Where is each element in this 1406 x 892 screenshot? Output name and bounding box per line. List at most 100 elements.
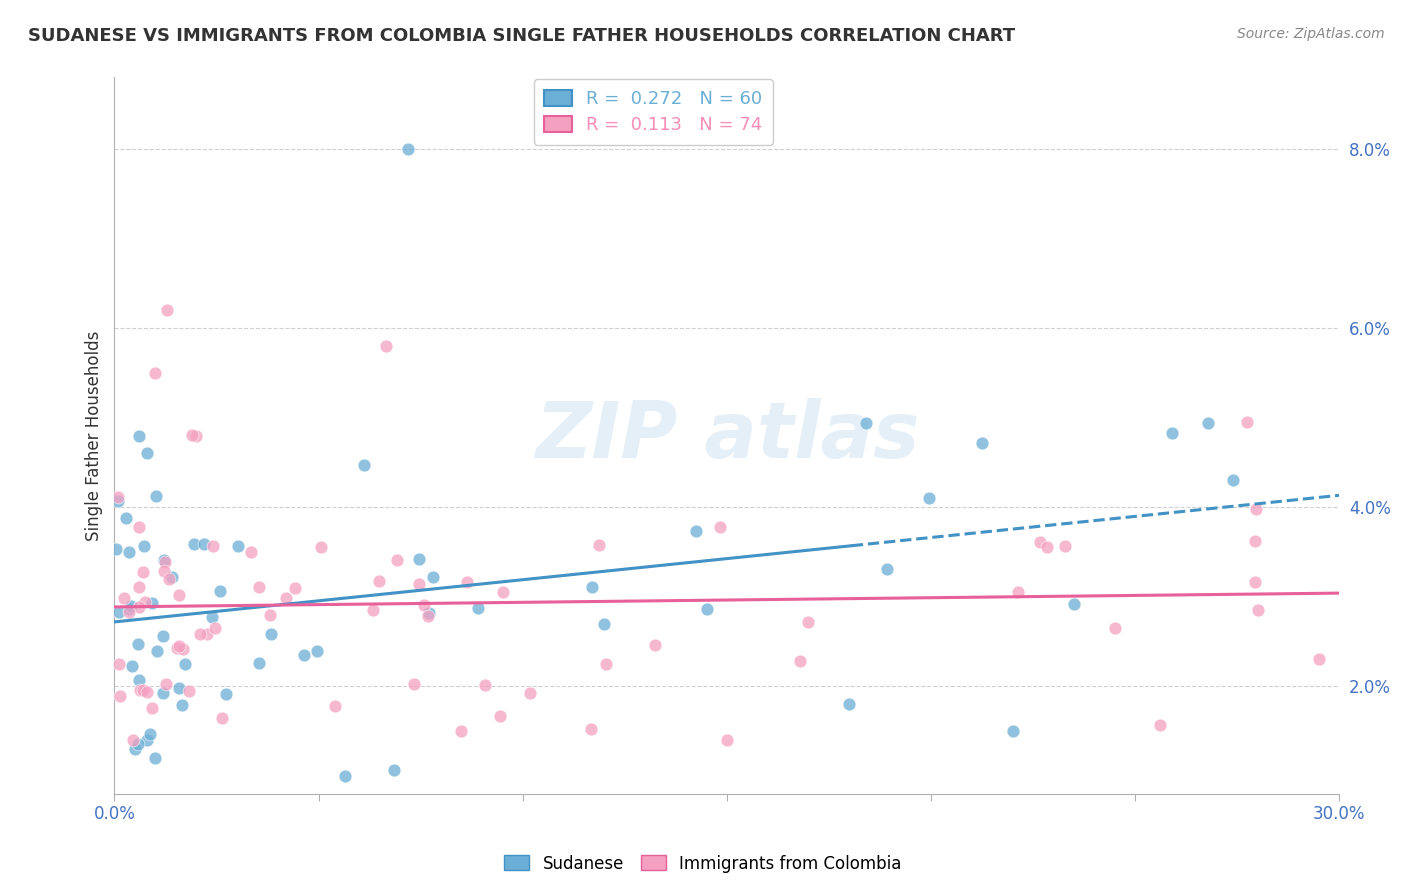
Point xyxy=(855,416,877,430)
Point xyxy=(644,638,666,652)
Point xyxy=(120,599,142,614)
Point xyxy=(153,553,176,567)
Point xyxy=(188,627,211,641)
Point xyxy=(128,673,150,687)
Point xyxy=(685,524,707,538)
Point xyxy=(208,584,231,599)
Point xyxy=(184,428,207,442)
Point xyxy=(696,602,718,616)
Point xyxy=(249,657,271,671)
Point xyxy=(581,722,603,736)
Point xyxy=(152,629,174,643)
Point xyxy=(156,303,179,318)
Point xyxy=(107,493,129,508)
Point xyxy=(183,537,205,551)
Point xyxy=(1244,533,1267,548)
Point xyxy=(129,683,152,698)
Point xyxy=(1028,534,1050,549)
Point xyxy=(492,584,515,599)
Point xyxy=(201,539,224,553)
Point xyxy=(134,595,156,609)
Point xyxy=(112,591,135,606)
Point xyxy=(309,540,332,554)
Legend: Sudanese, Immigrants from Colombia: Sudanese, Immigrants from Colombia xyxy=(498,848,908,880)
Point xyxy=(166,640,188,655)
Point xyxy=(488,709,510,723)
Point xyxy=(413,598,436,612)
Point xyxy=(127,738,149,752)
Point xyxy=(581,580,603,594)
Point xyxy=(474,678,496,692)
Point xyxy=(160,569,183,583)
Point xyxy=(132,566,155,580)
Point xyxy=(122,733,145,747)
Text: Source: ZipAtlas.com: Source: ZipAtlas.com xyxy=(1237,27,1385,41)
Point xyxy=(128,600,150,615)
Point xyxy=(292,648,315,662)
Point xyxy=(1149,718,1171,732)
Point xyxy=(375,339,398,353)
Point xyxy=(107,490,129,504)
Point xyxy=(970,436,993,450)
Point xyxy=(211,710,233,724)
Point xyxy=(467,601,489,615)
Point xyxy=(114,511,136,525)
Point xyxy=(1246,502,1268,516)
Point xyxy=(157,572,180,586)
Point xyxy=(1001,724,1024,739)
Point xyxy=(1308,652,1330,666)
Point xyxy=(1222,474,1244,488)
Point xyxy=(876,562,898,576)
Point xyxy=(323,698,346,713)
Point xyxy=(136,733,159,747)
Point xyxy=(177,684,200,698)
Point xyxy=(118,544,141,558)
Point xyxy=(105,541,128,556)
Text: SUDANESE VS IMMIGRANTS FROM COLOMBIA SINGLE FATHER HOUSEHOLDS CORRELATION CHART: SUDANESE VS IMMIGRANTS FROM COLOMBIA SIN… xyxy=(28,27,1015,45)
Point xyxy=(128,580,150,594)
Point xyxy=(215,687,238,701)
Point xyxy=(143,366,166,380)
Point xyxy=(128,428,150,442)
Text: ZIP atlas: ZIP atlas xyxy=(534,398,920,474)
Point xyxy=(716,733,738,747)
Point xyxy=(155,677,177,691)
Point xyxy=(226,539,249,553)
Point xyxy=(141,700,163,714)
Point xyxy=(408,551,430,566)
Point xyxy=(260,626,283,640)
Point xyxy=(1244,574,1267,589)
Point xyxy=(1197,416,1219,430)
Point xyxy=(259,608,281,623)
Point xyxy=(333,769,356,783)
Point xyxy=(174,657,197,671)
Point xyxy=(172,698,194,712)
Point xyxy=(1036,540,1059,554)
Point xyxy=(408,576,430,591)
Legend: R =  0.272   N = 60, R =  0.113   N = 74: R = 0.272 N = 60, R = 0.113 N = 74 xyxy=(534,79,773,145)
Point xyxy=(145,490,167,504)
Point xyxy=(134,540,156,554)
Point xyxy=(416,609,439,624)
Y-axis label: Single Father Households: Single Father Households xyxy=(86,330,103,541)
Point xyxy=(201,609,224,624)
Point xyxy=(167,589,190,603)
Point xyxy=(595,657,617,672)
Point xyxy=(1007,585,1029,599)
Point xyxy=(193,537,215,551)
Point xyxy=(387,553,409,567)
Point xyxy=(456,574,478,589)
Point xyxy=(128,520,150,534)
Point xyxy=(519,686,541,700)
Point xyxy=(367,574,389,589)
Point xyxy=(127,637,149,651)
Point xyxy=(1053,539,1076,553)
Point xyxy=(141,596,163,610)
Point xyxy=(1063,597,1085,611)
Point xyxy=(789,654,811,668)
Point xyxy=(1247,603,1270,617)
Point xyxy=(363,603,385,617)
Point xyxy=(396,142,419,156)
Point xyxy=(284,582,307,596)
Point xyxy=(167,639,190,653)
